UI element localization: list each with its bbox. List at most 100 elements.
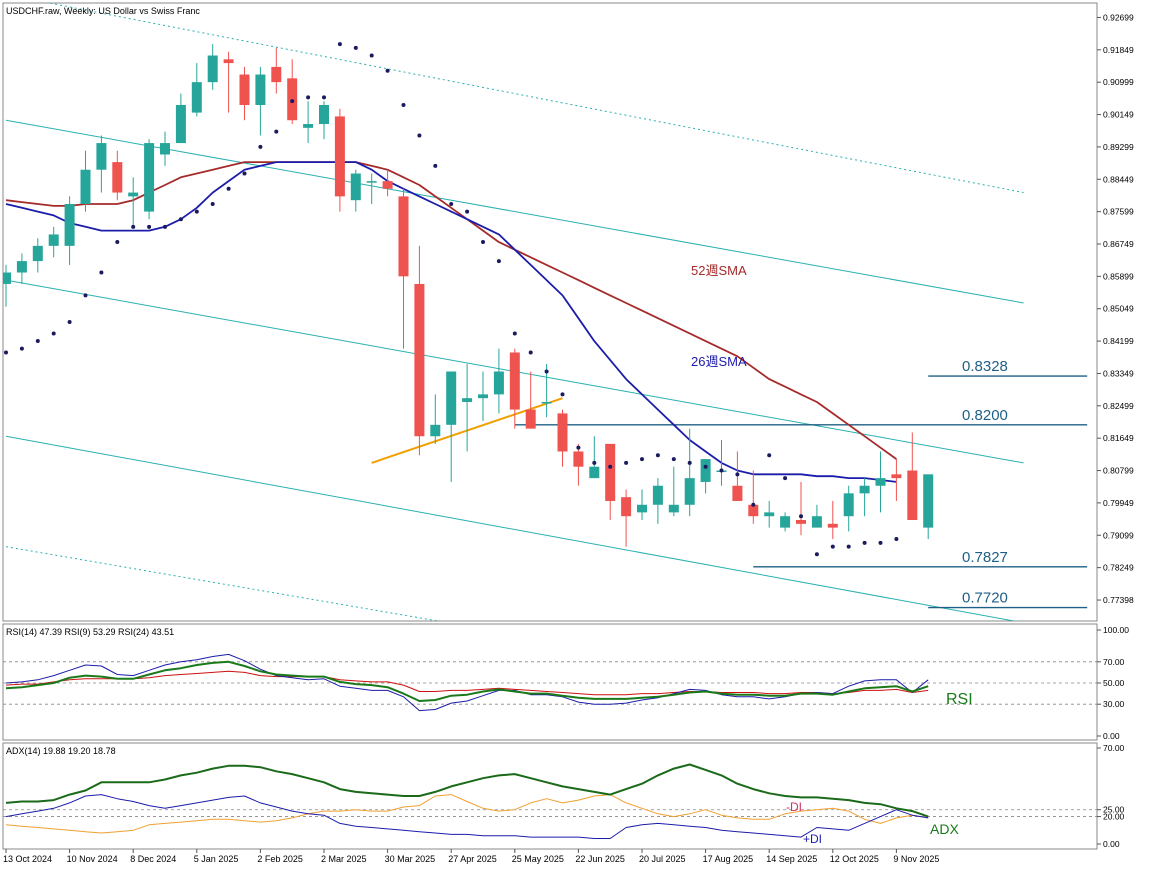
candle xyxy=(525,371,536,429)
candle xyxy=(430,394,441,444)
candle xyxy=(128,177,139,227)
candle-body xyxy=(462,398,473,402)
minus-di-line xyxy=(5,794,929,834)
price-tick-label: 0.82499 xyxy=(1103,401,1134,411)
candle xyxy=(398,188,409,349)
time-tick-label: 10 Nov 2024 xyxy=(67,854,118,864)
sar-dot xyxy=(608,464,613,469)
sar-dot xyxy=(433,163,438,168)
candle xyxy=(223,51,234,113)
time-tick-label: 14 Sep 2025 xyxy=(766,854,817,864)
price-tick-label: 0.85049 xyxy=(1103,304,1134,314)
sar-dot xyxy=(878,540,883,545)
candle-body xyxy=(668,504,679,513)
sar-dot xyxy=(894,537,899,542)
sar-dot xyxy=(640,457,644,462)
sar-dot xyxy=(83,293,88,298)
candle-body xyxy=(652,485,663,505)
candle-body xyxy=(239,74,250,105)
price-tick-label: 0.91849 xyxy=(1103,45,1134,55)
candle xyxy=(3,264,11,307)
candle-body xyxy=(557,413,568,452)
channel-line-upper xyxy=(5,119,1024,304)
candle xyxy=(350,169,361,212)
rsi-lines: 100.00 70.00 50.00 30.00 0.00 xyxy=(3,625,1129,741)
time-tick-label: 17 Aug 2025 xyxy=(703,854,754,864)
sar-dot xyxy=(671,457,676,462)
sar-dot xyxy=(226,186,231,191)
sar-dot xyxy=(767,453,772,458)
candle-body xyxy=(891,474,902,479)
candle xyxy=(907,432,918,521)
price-tick-label: 0.84199 xyxy=(1103,336,1134,346)
candle-body xyxy=(414,283,425,437)
price-axis: 0.92699 0.91849 0.90999 0.90149 0.89299 0.884… xyxy=(1097,12,1134,605)
sar-dot xyxy=(274,129,279,134)
sma52-label: 52週SMA xyxy=(691,263,747,278)
candle-body xyxy=(541,401,552,404)
candle xyxy=(875,451,886,513)
sar-dot xyxy=(719,468,724,473)
candle xyxy=(462,363,473,452)
price-tick-label: 0.86749 xyxy=(1103,239,1134,249)
candle xyxy=(796,481,806,536)
sar-dot xyxy=(576,445,581,450)
price-tick-label: 0.79099 xyxy=(1103,530,1134,540)
candle-body xyxy=(191,82,202,113)
candle-body xyxy=(223,59,234,64)
candle xyxy=(478,371,488,422)
sar-dot xyxy=(544,369,549,374)
time-axis: 13 Oct 2024 10 Nov 2024 8 Dec 2024 5 Jan 20… xyxy=(3,849,939,864)
candle-body xyxy=(525,409,536,429)
candle xyxy=(271,47,282,94)
sar-dot xyxy=(115,240,120,245)
time-tick-label: 2 Feb 2025 xyxy=(257,854,303,864)
sar-dot xyxy=(862,540,867,545)
candle xyxy=(811,504,822,528)
candle xyxy=(334,108,345,212)
sar-dot xyxy=(528,350,533,355)
adx-tick-label: 0.00 xyxy=(1103,839,1120,849)
candle xyxy=(48,226,59,258)
candle-body xyxy=(764,512,775,517)
price-tick-label: 0.89299 xyxy=(1103,142,1134,152)
candle xyxy=(255,66,266,136)
candle xyxy=(891,459,902,501)
candle-body xyxy=(96,143,107,170)
candle-body xyxy=(366,181,377,183)
adx-title: ADX(14) 19.88 19.20 18.78 xyxy=(6,746,116,756)
candle-body xyxy=(780,516,791,528)
level-label-0.7720: 0.7720 xyxy=(962,590,1008,607)
candle xyxy=(589,436,600,479)
rsi-pane xyxy=(2,623,1098,741)
level-label-0.7827: 0.7827 xyxy=(962,549,1008,566)
candle-body xyxy=(207,55,218,83)
adx-annotation: ADX xyxy=(930,821,959,837)
candle-body xyxy=(796,520,806,524)
candle xyxy=(112,150,123,201)
sar-dot xyxy=(290,99,295,104)
level-label-0.8328: 0.8328 xyxy=(962,358,1008,375)
candle-body xyxy=(684,478,695,505)
candle-body xyxy=(319,104,329,125)
sar-dot xyxy=(830,544,835,549)
candle-body xyxy=(589,466,600,479)
time-tick-label: 12 Oct 2025 xyxy=(830,854,879,864)
price-tick-label: 0.88449 xyxy=(1103,174,1134,184)
price-tick-label: 0.92699 xyxy=(1103,12,1134,22)
candle-body xyxy=(303,124,314,128)
candle-body xyxy=(732,485,743,501)
sar-dot xyxy=(846,544,851,549)
sar-dot xyxy=(306,95,311,100)
candle xyxy=(366,173,377,204)
candle-body xyxy=(923,474,934,528)
candle-body xyxy=(605,443,616,501)
candle xyxy=(780,512,791,532)
price-pane xyxy=(2,2,1098,622)
candle-body xyxy=(128,192,139,197)
sar-dot xyxy=(512,331,517,336)
candle xyxy=(64,196,75,265)
candle xyxy=(80,150,91,212)
candle-body xyxy=(843,493,854,517)
